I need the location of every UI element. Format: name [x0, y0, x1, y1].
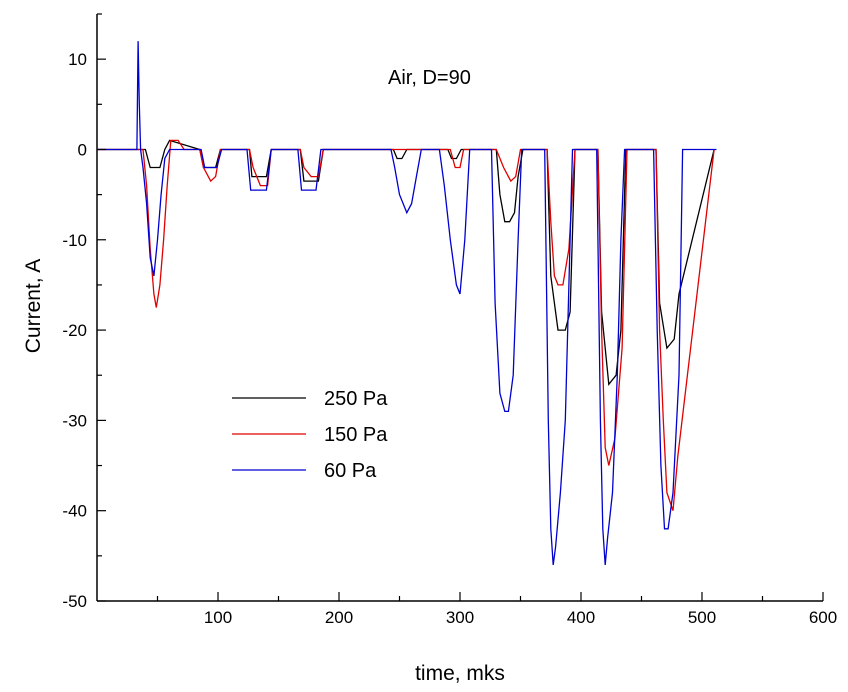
y-tick-label: -30	[62, 411, 87, 430]
annotation-label: Air, D=90	[388, 67, 471, 89]
legend-label: 60 Pa	[324, 460, 377, 482]
y-tick-label: -40	[62, 502, 87, 521]
x-tick-label: 400	[567, 608, 595, 627]
legend-label: 250 Pa	[324, 388, 388, 410]
x-tick-label: 200	[325, 608, 353, 627]
series-line-3	[97, 41, 717, 565]
y-tick-label: -20	[62, 321, 87, 340]
y-tick-label: 10	[68, 50, 87, 69]
series-layer	[97, 41, 717, 565]
x-axis-title: time, mks	[415, 662, 505, 685]
legend-label: 150 Pa	[324, 424, 388, 446]
series-line-2	[97, 139, 715, 511]
x-tick-label: 300	[446, 608, 474, 627]
y-tick-label: -10	[62, 231, 87, 250]
legend: 250 Pa 150 Pa 60 Pa	[232, 388, 388, 482]
x-tick-label: 600	[809, 608, 837, 627]
axes	[96, 13, 824, 602]
y-tick-label: -50	[62, 592, 87, 611]
x-tick-label: 100	[204, 608, 232, 627]
y-axis-title: Current, A	[22, 259, 45, 354]
y-tick-label: 0	[78, 140, 87, 159]
x-tick-label: 500	[688, 608, 716, 627]
